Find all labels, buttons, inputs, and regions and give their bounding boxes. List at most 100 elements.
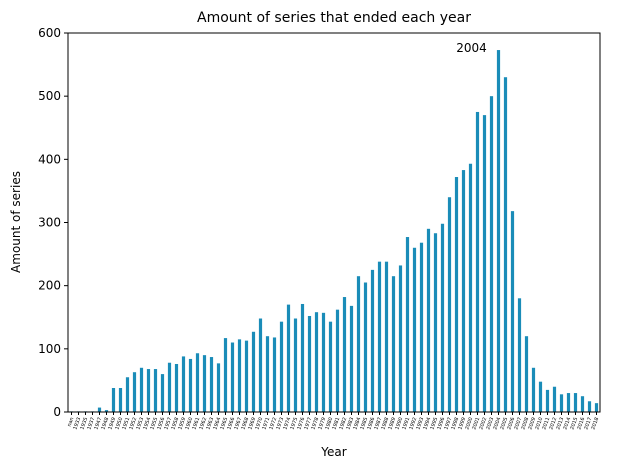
chart-title: Amount of series that ended each year: [197, 10, 471, 26]
x-tick-label: 2000: [464, 417, 474, 431]
bar: [587, 401, 592, 412]
x-tick-label: 1937: [86, 417, 96, 431]
x-tick-label: 2010: [534, 417, 544, 431]
x-tick-label: 1935: [79, 417, 89, 431]
y-tick-label: 200: [38, 279, 61, 293]
x-tick-label: 1986: [366, 417, 376, 431]
bar: [594, 403, 599, 412]
x-tick-label: 1967: [233, 417, 243, 431]
x-tick-label: 1990: [394, 417, 404, 431]
plot-frame: [67, 32, 601, 413]
bar: [398, 265, 403, 412]
bar: [377, 261, 382, 412]
x-tick-label: 1950: [114, 417, 124, 431]
bar: [405, 237, 410, 412]
bar: [174, 363, 179, 412]
bar: [552, 386, 557, 412]
x-tick-label: 1955: [149, 417, 159, 431]
bar: [475, 111, 480, 412]
x-tick-label: 1971: [261, 417, 271, 431]
annotation: 2004: [456, 41, 487, 55]
bar: [167, 362, 172, 412]
x-tick-label: 1976: [296, 417, 306, 431]
bar: [244, 340, 249, 412]
bar: [454, 177, 459, 412]
y-axis-label: Amount of series: [9, 171, 23, 273]
bar: [349, 305, 354, 412]
bar: [335, 309, 340, 412]
bar: [293, 318, 298, 412]
x-tick-label: 2004: [492, 417, 502, 431]
bar: [321, 312, 326, 412]
bar: [307, 315, 312, 412]
bar: [314, 312, 319, 412]
bar: [468, 163, 473, 412]
bar: [286, 304, 291, 412]
x-tick-label: 2015: [569, 417, 579, 431]
bar: [97, 407, 102, 412]
x-tick-label: 2001: [471, 417, 481, 431]
bar: [447, 197, 452, 412]
x-tick-label: 1973: [275, 417, 285, 431]
x-tick-label: 1997: [443, 417, 453, 431]
x-tick-label: 1968: [240, 417, 250, 431]
x-tick-label: 1948: [100, 417, 110, 431]
y-tick-label: 500: [38, 89, 61, 103]
bar: [272, 337, 277, 412]
x-tick-label: 1974: [282, 417, 292, 431]
x-tick-label: 1956: [156, 417, 166, 431]
bar: [412, 247, 417, 412]
x-axis-label: Year: [320, 445, 346, 459]
bar: [258, 318, 263, 412]
x-tick-label: 1970: [254, 417, 264, 431]
bar: [342, 297, 347, 412]
bar: [132, 372, 137, 412]
x-tick-label: 1982: [338, 417, 348, 431]
x-tick-label: 1963: [205, 417, 215, 431]
bar: [489, 96, 494, 413]
bar: [104, 410, 109, 412]
x-tick-label: 1979: [317, 417, 327, 431]
y-tick-label: 300: [38, 216, 61, 230]
x-tick-label: 1981: [331, 417, 341, 431]
x-tick-label: 1988: [380, 417, 390, 431]
bar: [118, 387, 123, 412]
bar: [363, 282, 368, 412]
bar: [125, 377, 130, 412]
bar: [111, 387, 116, 412]
x-tick-label: 1977: [303, 417, 313, 431]
bar: [160, 374, 165, 412]
x-tick-label: 1991: [401, 417, 411, 431]
bar: [139, 367, 144, 412]
bar: [181, 356, 186, 412]
x-tick-label: 1951: [121, 417, 131, 431]
x-tick-label: 1953: [135, 417, 145, 431]
x-tick-label: 2005: [499, 417, 509, 431]
bar: [230, 342, 235, 412]
x-tick-label: 2016: [576, 417, 586, 431]
y-tick-label: 400: [38, 152, 61, 166]
bar: [580, 396, 585, 412]
bar: [510, 211, 515, 412]
bar: [524, 336, 529, 412]
x-tick-label: 1984: [352, 417, 362, 431]
x-tick-label: 1995: [429, 417, 439, 431]
y-tick-label: 0: [53, 405, 61, 419]
x-tick-label: 1947: [93, 417, 103, 431]
x-tick-label: 2003: [485, 417, 495, 431]
x-tick-label: 2006: [506, 417, 516, 431]
x-tick-label: 1966: [226, 417, 236, 431]
x-tick-label: 1998: [450, 417, 460, 431]
x-tick-label: 2014: [562, 417, 572, 431]
x-tick-label: 1933: [72, 417, 82, 431]
x-tick-label: 2013: [555, 417, 565, 431]
x-tick-label: 2017: [583, 417, 593, 431]
bar: [188, 358, 193, 412]
x-tick-label: 2018: [590, 417, 600, 431]
bar: [195, 353, 200, 412]
x-tick-label: 1959: [177, 417, 187, 431]
x-tick-label: 1954: [142, 417, 152, 431]
bar: [461, 170, 466, 412]
y-tick-label: 600: [38, 26, 61, 40]
